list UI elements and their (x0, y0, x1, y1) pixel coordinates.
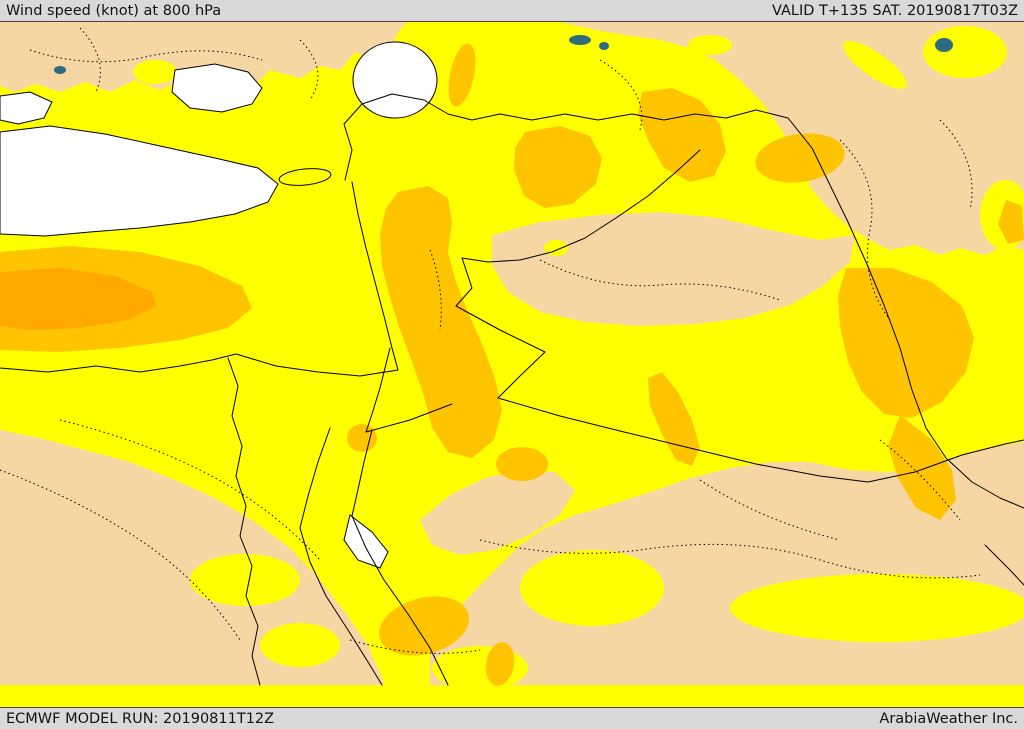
lake-icon (54, 66, 66, 74)
lake-icon (935, 38, 953, 52)
dotted-boundaries (0, 27, 981, 654)
country-borders (0, 93, 1024, 686)
lakes-and-islands (54, 35, 953, 186)
wind-speed-map (0, 22, 1024, 707)
header-bar: Wind speed (knot) at 800 hPa VALID T+135… (0, 0, 1024, 22)
lake-icon (569, 35, 591, 45)
model-run-label: ECMWF MODEL RUN: 20190811T12Z (6, 710, 275, 727)
map-canvas (0, 22, 1024, 707)
footer-bar: ECMWF MODEL RUN: 20190811T12Z ArabiaWeat… (0, 707, 1024, 729)
lake-icon (599, 42, 609, 50)
cyprus-island (278, 168, 332, 186)
map-title: Wind speed (knot) at 800 hPa (6, 2, 222, 19)
valid-time-label: VALID T+135 SAT. 20190817T03Z (772, 2, 1018, 19)
attribution-label: ArabiaWeather Inc. (879, 710, 1018, 727)
